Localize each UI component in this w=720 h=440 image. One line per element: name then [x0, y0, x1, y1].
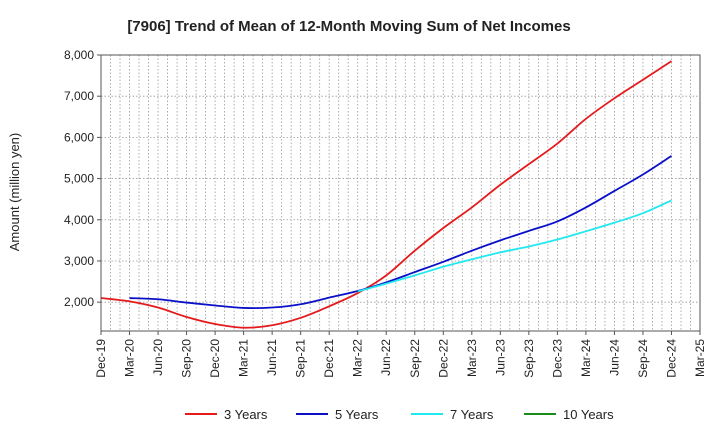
y-tick-label: 8,000: [64, 48, 94, 62]
y-axis-label: Amount (million yen): [7, 133, 22, 252]
series-line-3-years: [100, 60, 672, 329]
y-tick-label: 4,000: [64, 213, 94, 227]
x-tick-label: Dec-22: [436, 339, 450, 378]
legend-label: 5 Years: [335, 407, 379, 422]
x-tick-label: Sep-24: [636, 339, 650, 378]
x-tick-label: Mar-24: [579, 339, 593, 377]
x-tick-label: Mar-21: [237, 339, 251, 377]
series-line-5-years: [129, 155, 672, 310]
series-line-7-years: [357, 199, 672, 293]
x-tick-label: Dec-19: [94, 339, 108, 378]
x-tick-label: Dec-21: [322, 339, 336, 378]
x-tick-label: Sep-23: [522, 339, 536, 378]
chart-title: [7906] Trend of Mean of 12-Month Moving …: [127, 18, 570, 35]
legend-label: 3 Years: [224, 407, 268, 422]
y-tick-label: 2,000: [64, 295, 94, 309]
x-tick-label: Jun-22: [379, 339, 393, 376]
x-tick-label: Mar-20: [123, 339, 137, 377]
x-tick-label: Dec-24: [664, 339, 678, 378]
x-tick-label: Jun-20: [151, 339, 165, 376]
x-ticks: Dec-19 Mar-20 Jun-20 Sep-20 Dec-20 Mar-21 Jun-…: [94, 331, 707, 378]
x-tick-label: Jun-23: [493, 339, 507, 376]
legend-label: 10 Years: [563, 407, 614, 422]
x-tick-label: Jun-21: [265, 339, 279, 376]
legend-label: 7 Years: [450, 407, 494, 422]
x-tick-label: Jun-24: [607, 339, 621, 376]
x-tick-label: Sep-21: [294, 339, 308, 378]
plot-frame: [100, 54, 701, 332]
y-tick-label: 6,000: [64, 130, 94, 144]
x-tick-label: Dec-20: [208, 339, 222, 378]
x-tick-label: Dec-23: [550, 339, 564, 378]
y-tick-label: 7,000: [64, 89, 94, 103]
x-tick-label: Sep-20: [180, 339, 194, 378]
x-tick-label: Mar-22: [351, 339, 365, 377]
y-ticks: 2,000 3,000 4,000 5,000 6,000 7,000 8,000: [64, 48, 101, 309]
y-tick-label: 3,000: [64, 254, 94, 268]
x-tick-label: Mar-23: [465, 339, 479, 377]
y-tick-label: 5,000: [64, 172, 94, 186]
x-tick-label: Sep-22: [408, 339, 422, 378]
grid: [101, 55, 700, 331]
plot-series: [100, 60, 672, 329]
x-tick-label: Mar-25: [693, 339, 707, 377]
legend: 3 Years 5 Years 7 Years 10 Years: [185, 407, 614, 422]
